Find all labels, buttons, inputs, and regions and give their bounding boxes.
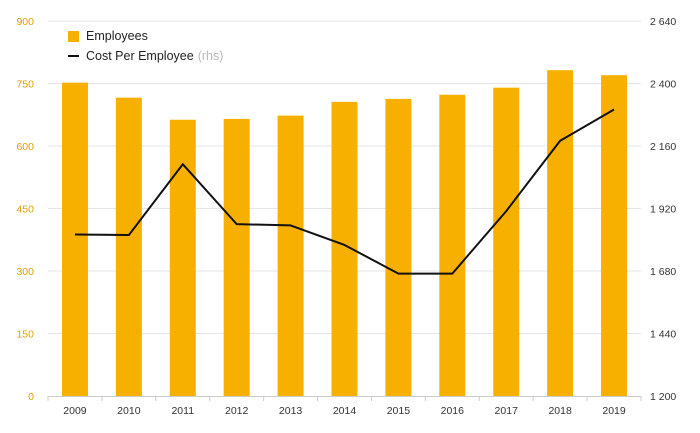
x-tick-label: 2014: [333, 405, 357, 417]
left-tick-label: 450: [16, 204, 34, 216]
right-tick-label: 2 640: [650, 16, 676, 28]
legend-item-cost: Cost Per Employee (rhs): [68, 46, 223, 66]
x-tick-label: 2013: [279, 405, 303, 417]
right-tick-label: 2 160: [650, 141, 676, 153]
left-tick-label: 750: [16, 79, 34, 91]
left-tick-label: 300: [16, 266, 34, 278]
legend-rhs-note: (rhs): [197, 49, 224, 63]
bar-employees: [61, 82, 88, 397]
axes: 0 1 200 150 1 440 300 1 680 450 1 920 600 2 160 75…: [16, 16, 676, 417]
employee-bars: [61, 70, 628, 397]
x-tick-label: 2010: [117, 405, 141, 417]
bar-employees: [601, 75, 628, 397]
legend-line-swatch: [68, 55, 79, 57]
right-tick-label: 1 680: [650, 266, 676, 278]
left-tick-label: 0: [28, 391, 34, 403]
right-tick-label: 1 440: [650, 329, 676, 341]
bar-employees: [493, 87, 520, 397]
legend-bar-swatch: [68, 30, 79, 42]
bar-employees: [385, 98, 412, 397]
legend: Employees Cost Per Employee (rhs): [68, 26, 223, 66]
right-tick-label: 1 200: [650, 391, 676, 403]
x-tick-label: 2015: [387, 405, 411, 417]
bar-employees: [547, 70, 574, 397]
left-tick-label: 600: [16, 141, 34, 153]
x-tick-label: 2017: [495, 405, 519, 417]
bar-employees: [223, 118, 250, 397]
x-tick-label: 2012: [225, 405, 249, 417]
left-tick-label: 150: [16, 329, 34, 341]
bar-employees: [277, 115, 304, 396]
cost-line-layer: [74, 108, 615, 275]
left-tick-label: 900: [16, 16, 34, 28]
right-tick-label: 1 920: [650, 204, 676, 216]
legend-label-employees: Employees: [86, 29, 148, 43]
x-tick-label: 2009: [63, 405, 87, 417]
x-tick-label: 2011: [171, 405, 194, 417]
legend-item-employees: Employees: [68, 26, 223, 46]
bar-employees: [439, 94, 466, 396]
right-tick-label: 2 400: [650, 79, 676, 91]
x-tick-label: 2016: [441, 405, 465, 417]
legend-label-cost: Cost Per Employee: [86, 49, 194, 63]
line-cost-per-employee: [74, 108, 615, 275]
x-tick-label: 2018: [548, 405, 572, 417]
bar-employees: [169, 119, 196, 396]
x-tick-label: 2019: [602, 405, 626, 417]
bar-employees: [115, 97, 142, 397]
